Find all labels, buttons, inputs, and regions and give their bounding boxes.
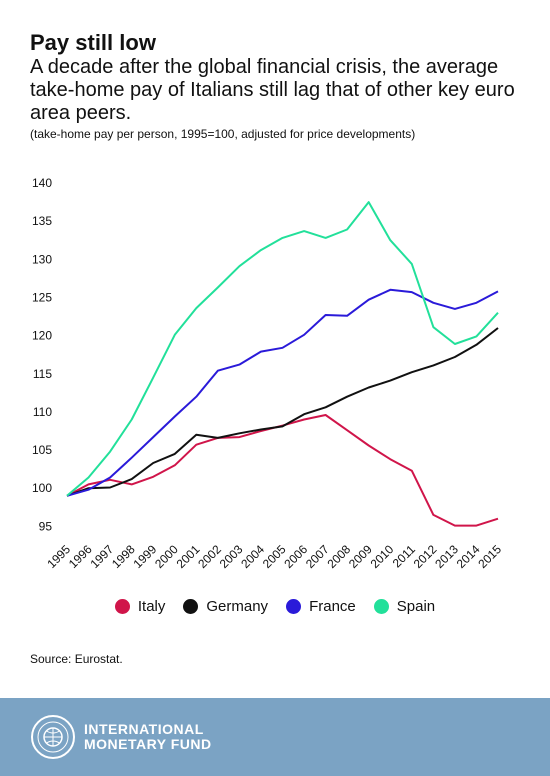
legend-item-france: France [286, 598, 356, 615]
y-tick-label: 125 [32, 290, 52, 304]
series-line-germany [66, 327, 499, 497]
x-tick-label: 2008 [324, 542, 353, 571]
x-tick-label: 2015 [475, 542, 504, 571]
footer-bar: INTERNATIONAL MONETARY FUND [0, 698, 550, 776]
x-tick-label: 2013 [432, 542, 461, 571]
brand-line-2: MONETARY FUND [84, 736, 212, 752]
legend-label-italy: Italy [137, 598, 166, 615]
legend-swatch-france [286, 599, 302, 614]
series-line-spain [66, 201, 499, 497]
legend-item-spain: Spain [373, 598, 436, 615]
x-tick-label: 2014 [454, 542, 483, 571]
x-tick-label: 2001 [174, 542, 203, 571]
legend-label-france: France [309, 598, 356, 615]
series-line-france [66, 288, 499, 497]
y-tick-label: 120 [32, 329, 52, 343]
x-tick-label: 2010 [368, 542, 397, 571]
brand-line-1: INTERNATIONAL [84, 721, 204, 737]
legend-item-italy: Italy [114, 598, 166, 615]
x-tick-label: 2004 [238, 542, 267, 571]
series-line-italy [66, 414, 499, 527]
x-tick-label: 1995 [44, 542, 73, 571]
y-tick-label: 135 [32, 214, 52, 228]
x-tick-label: 2003 [217, 542, 246, 571]
x-tick-label: 1998 [109, 542, 138, 571]
line-chart: 9510010511011512012513013514019951996199… [32, 176, 504, 571]
x-tick-label: 2002 [195, 542, 224, 571]
y-tick-label: 140 [32, 176, 52, 190]
legend-swatch-spain [373, 599, 389, 614]
legend-item-germany: Germany [183, 598, 268, 615]
y-tick-label: 105 [32, 443, 52, 457]
legend-swatch-italy [114, 599, 130, 614]
x-tick-label: 2009 [346, 542, 375, 571]
source-note: Source: Eurostat. [30, 652, 123, 666]
x-tick-label: 2007 [303, 542, 332, 571]
page-title: Pay still low [30, 30, 156, 55]
legend-label-germany: Germany [206, 598, 269, 615]
y-tick-label: 100 [32, 481, 52, 495]
chart-note: (take-home pay per person, 1995=100, adj… [30, 127, 416, 141]
x-tick-label: 1997 [87, 542, 116, 571]
y-tick-label: 130 [32, 252, 52, 266]
imf-brand: INTERNATIONAL MONETARY FUND [84, 722, 212, 752]
x-tick-label: 1999 [131, 542, 160, 571]
chart-legend: Italy Germany France Spain [0, 598, 550, 615]
x-tick-label: 2006 [281, 542, 310, 571]
y-tick-label: 115 [33, 367, 52, 381]
x-tick-label: 2011 [390, 542, 418, 570]
x-tick-label: 2005 [260, 542, 289, 571]
x-tick-label: 2012 [411, 542, 440, 571]
x-tick-label: 2000 [152, 542, 181, 571]
legend-swatch-germany [183, 599, 199, 614]
y-tick-label: 110 [33, 405, 52, 419]
y-tick-label: 95 [39, 519, 53, 533]
legend-label-spain: Spain [396, 598, 436, 615]
imf-seal-icon [31, 715, 75, 759]
chart-subtitle: A decade after the global financial cris… [30, 56, 515, 124]
x-tick-label: 1996 [66, 542, 95, 571]
